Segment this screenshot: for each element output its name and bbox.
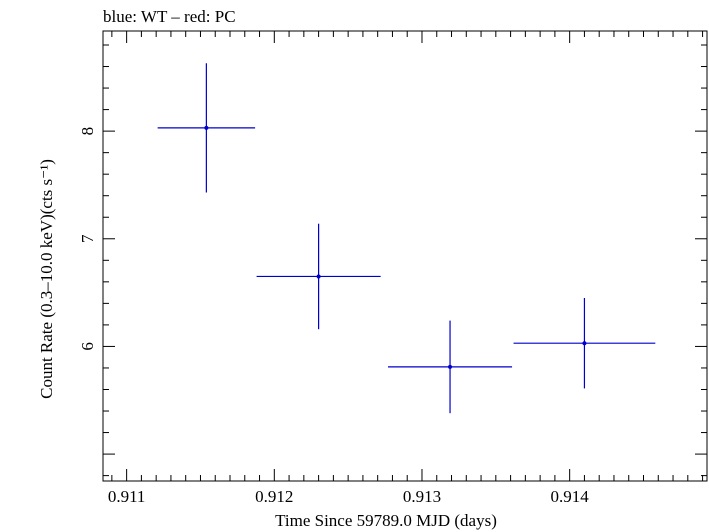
x-tick-label: 0.911: [108, 487, 146, 506]
data-point: [316, 274, 321, 279]
x-tick-label: 0.914: [551, 487, 590, 506]
y-tick-label: 7: [78, 234, 97, 243]
data-point: [204, 125, 209, 130]
plot-frame: [102, 30, 708, 482]
data-point: [448, 364, 453, 369]
y-tick-label: 8: [78, 127, 97, 136]
axis-ticks: [103, 31, 707, 481]
y-axis-label: Count Rate (0.3–10.0 keV)(cts s⁻¹): [37, 159, 56, 399]
axis-tick-labels: 0.911 0.912 0.913 0.914 6 7 8: [78, 127, 589, 506]
x-tick-label: 0.912: [255, 487, 293, 506]
x-axis-label: Time Since 59789.0 MJD (days): [275, 511, 497, 530]
y-tick-label: 6: [78, 342, 97, 351]
data-points: [157, 63, 656, 414]
data-point: [582, 341, 587, 346]
chart-title: blue: WT – red: PC: [103, 7, 236, 26]
x-tick-label: 0.913: [403, 487, 441, 506]
